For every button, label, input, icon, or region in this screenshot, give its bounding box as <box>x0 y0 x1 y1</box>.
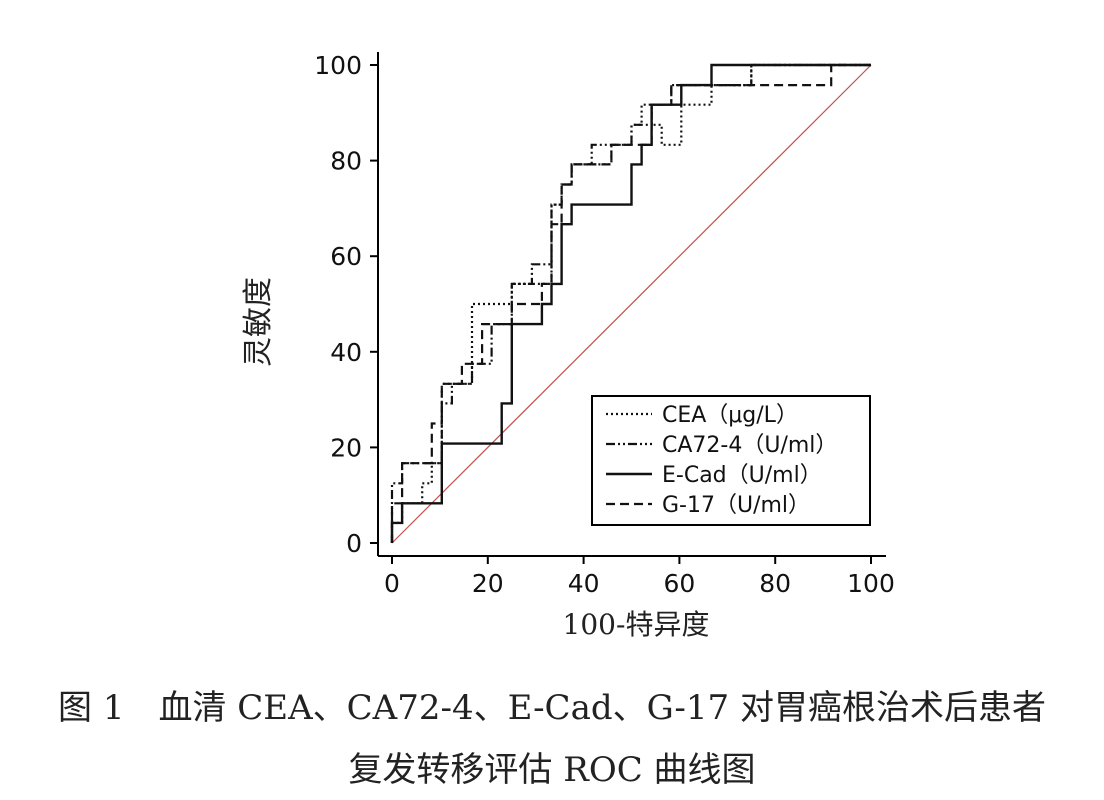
roc-series-line-4 <box>390 63 871 543</box>
y-tick-label: 0 <box>346 529 362 558</box>
y-tick-label: 20 <box>330 433 362 462</box>
x-tick-label: 20 <box>472 569 504 598</box>
x-tick-label: 60 <box>663 569 695 598</box>
y-axis-label: 灵敏度 <box>241 277 276 367</box>
x-axis-label: 100-特异度 <box>563 608 710 641</box>
y-tick-label: 100 <box>314 51 362 80</box>
figure-caption-line1: 图 1 血清 CEA、CA72-4、E-Cad、G-17 对胃癌根治术后患者 <box>58 688 1046 728</box>
x-tick-label: 80 <box>759 569 791 598</box>
y-tick-label: 40 <box>330 338 362 367</box>
legend-label: G-17（U/ml） <box>662 493 810 518</box>
roc-chart: 0 20 40 60 80 100 0 20 40 60 80 100 CEA（μg/L） CA72-4… <box>241 51 895 641</box>
legend-label: E-Cad（U/ml） <box>662 463 822 488</box>
reference-diagonal <box>391 64 872 544</box>
y-tick-label: 80 <box>330 147 362 176</box>
legend-box <box>591 395 871 526</box>
x-tick-label: 0 <box>384 569 400 598</box>
x-tick-label: 40 <box>568 569 600 598</box>
legend-label: CA72-4（U/ml） <box>662 433 837 458</box>
figure-caption-line2: 复发转移评估 ROC 曲线图 <box>348 750 756 790</box>
x-tick-label: 100 <box>847 569 895 598</box>
y-tick-label: 60 <box>330 242 362 271</box>
legend-label: CEA（μg/L） <box>662 403 798 428</box>
